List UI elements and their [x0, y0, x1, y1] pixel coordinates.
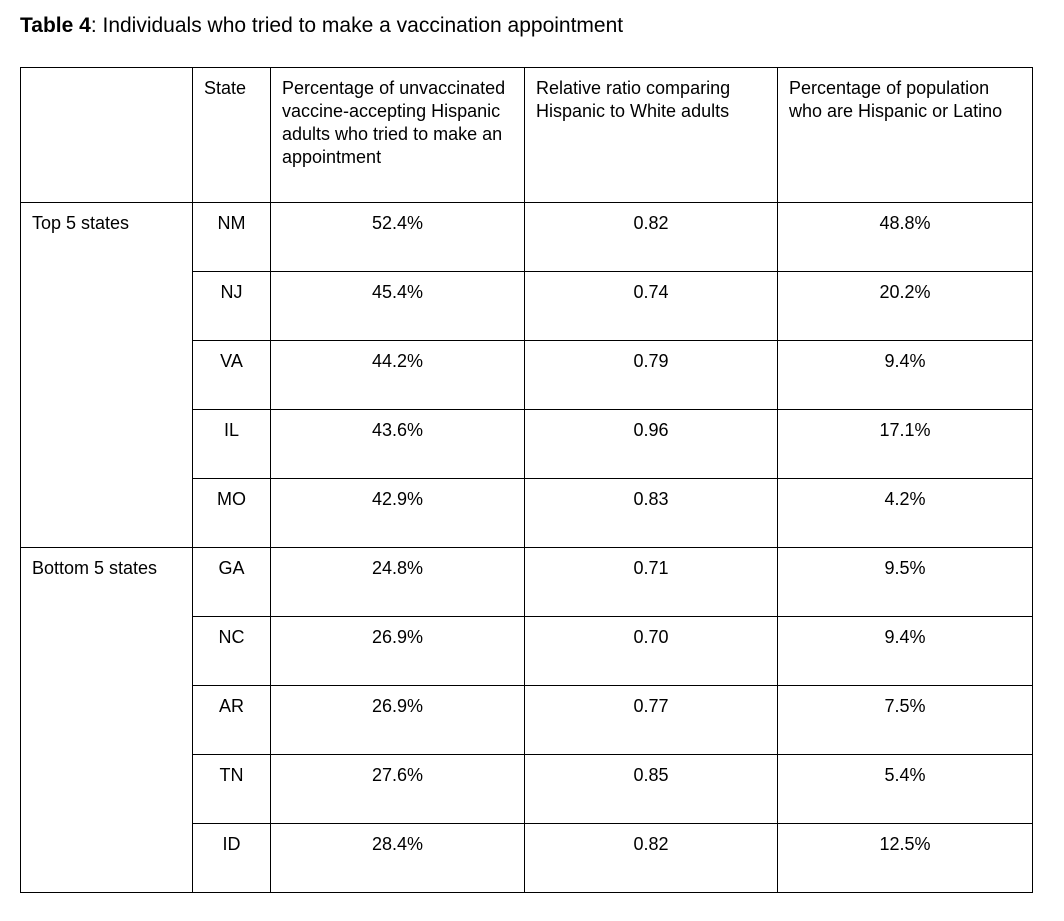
cell-ratio: 0.70: [524, 616, 778, 686]
header-pct-tried: Percentage of unvaccinated vaccine-accep…: [270, 67, 525, 203]
header-ratio: Relative ratio comparing Hispanic to Whi…: [524, 67, 778, 203]
cell-pop-pct: 9.5%: [777, 547, 1033, 617]
cell-pct-tried: 45.4%: [270, 271, 525, 341]
header-pop-pct: Percentage of population who are Hispani…: [777, 67, 1033, 203]
cell-ratio: 0.83: [524, 478, 778, 548]
header-state: State: [192, 67, 271, 203]
cell-pop-pct: 7.5%: [777, 685, 1033, 755]
cell-pct-tried: 43.6%: [270, 409, 525, 479]
cell-state: TN: [192, 754, 271, 824]
cell-state: MO: [192, 478, 271, 548]
table-caption-text: : Individuals who tried to make a vaccin…: [90, 14, 624, 37]
cell-pop-pct: 20.2%: [777, 271, 1033, 341]
header-group: [20, 67, 193, 203]
table-row: ID 28.4% 0.82 12.5%: [21, 823, 1033, 893]
table-row: Bottom 5 states GA 24.8% 0.71 9.5%: [20, 547, 1033, 893]
cell-pct-tried: 44.2%: [270, 340, 525, 410]
cell-ratio: 0.96: [524, 409, 778, 479]
cell-pct-tried: 26.9%: [270, 685, 525, 755]
cell-pct-tried: 26.9%: [270, 616, 525, 686]
group-label-top5: Top 5 states: [20, 202, 193, 548]
table-caption: Table 4: Individuals who tried to make a…: [20, 13, 1044, 39]
table-caption-label: Table 4: [20, 14, 91, 37]
vaccination-table: State Percentage of unvaccinated vaccine…: [20, 67, 1033, 893]
table-row: Top 5 states NM 52.4% 0.82 48.8%: [20, 202, 1033, 548]
cell-pop-pct: 5.4%: [777, 754, 1033, 824]
cell-state: AR: [192, 685, 271, 755]
cell-ratio: 0.82: [524, 823, 778, 893]
table-row: AR 26.9% 0.77 7.5%: [21, 685, 1033, 755]
cell-pct-tried: 52.4%: [270, 202, 525, 272]
cell-ratio: 0.74: [524, 271, 778, 341]
cell-pop-pct: 17.1%: [777, 409, 1033, 479]
cell-ratio: 0.77: [524, 685, 778, 755]
group-label-bottom5: Bottom 5 states: [20, 547, 193, 893]
cell-state: ID: [192, 823, 271, 893]
cell-pct-tried: 28.4%: [270, 823, 525, 893]
cell-pop-pct: 48.8%: [777, 202, 1033, 272]
table-row: NC 26.9% 0.70 9.4%: [21, 616, 1033, 686]
cell-pct-tried: 27.6%: [270, 754, 525, 824]
cell-state: NM: [192, 202, 271, 272]
table-row: NJ 45.4% 0.74 20.2%: [21, 271, 1033, 341]
cell-state: GA: [192, 547, 271, 617]
cell-pop-pct: 9.4%: [777, 340, 1033, 410]
cell-pop-pct: 12.5%: [777, 823, 1033, 893]
cell-state: IL: [192, 409, 271, 479]
cell-ratio: 0.82: [524, 202, 778, 272]
cell-state: VA: [192, 340, 271, 410]
cell-pop-pct: 4.2%: [777, 478, 1033, 548]
table-row: TN 27.6% 0.85 5.4%: [21, 754, 1033, 824]
cell-ratio: 0.85: [524, 754, 778, 824]
table-row: MO 42.9% 0.83 4.2%: [21, 478, 1033, 548]
cell-pct-tried: 42.9%: [270, 478, 525, 548]
cell-pop-pct: 9.4%: [777, 616, 1033, 686]
table-row: IL 43.6% 0.96 17.1%: [21, 409, 1033, 479]
table-row: VA 44.2% 0.79 9.4%: [21, 340, 1033, 410]
cell-state: NJ: [192, 271, 271, 341]
cell-ratio: 0.71: [524, 547, 778, 617]
cell-state: NC: [192, 616, 271, 686]
header-row: State Percentage of unvaccinated vaccine…: [20, 67, 1033, 203]
cell-pct-tried: 24.8%: [270, 547, 525, 617]
cell-ratio: 0.79: [524, 340, 778, 410]
